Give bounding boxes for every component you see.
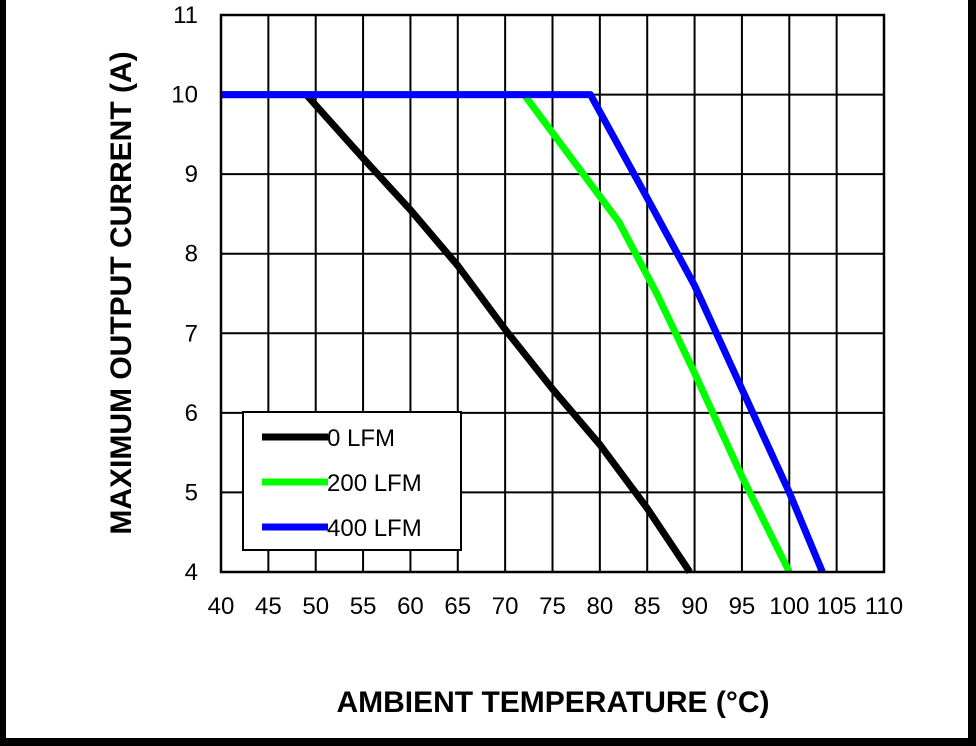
y-axis-title: MAXIMUM OUTPUT CURRENT (A)	[105, 51, 138, 534]
series-line-200-lfm	[221, 91, 793, 574]
x-axis-title: AMBIENT TEMPERATURE (°C)	[336, 686, 769, 719]
x-tick-label: 45	[255, 593, 282, 620]
series-layer	[221, 91, 826, 574]
chart-panel	[6, 0, 968, 738]
y-tick-label: 4	[185, 559, 198, 586]
y-tick-label: 10	[171, 82, 198, 109]
y-tick-label: 5	[185, 479, 198, 506]
x-tick-label: 85	[634, 593, 661, 620]
x-tick-label: 105	[817, 593, 857, 620]
x-tick-labels: 40 45 50 55 60 65 70 75 80 85 90 95 100 105 110	[208, 593, 903, 620]
x-tick-label: 110	[865, 593, 903, 620]
legend-label: 200 LFM	[327, 470, 422, 497]
y-tick-labels: 4 5 6 7 8 9 10 11	[171, 2, 198, 586]
x-tick-label: 95	[729, 593, 756, 620]
x-tick-label: 65	[444, 593, 471, 620]
x-tick-label: 90	[681, 593, 708, 620]
x-tick-label: 80	[587, 593, 614, 620]
x-tick-label: 40	[208, 593, 235, 620]
x-tick-label: 60	[397, 593, 424, 620]
y-tick-label: 9	[185, 161, 198, 188]
x-tick-label: 50	[302, 593, 329, 620]
x-tick-label: 55	[350, 593, 377, 620]
plot-border	[219, 13, 886, 574]
y-tick-label: 7	[185, 320, 198, 347]
x-tick-label: 70	[492, 593, 519, 620]
x-tick-label: 100	[769, 593, 809, 620]
y-tick-label: 6	[185, 400, 198, 427]
series-line-400-lfm	[221, 91, 826, 574]
legend: 0 LFM 200 LFM 400 LFM	[242, 411, 462, 551]
y-tick-label: 8	[185, 241, 198, 268]
legend-label: 400 LFM	[327, 515, 422, 542]
y-tick-label: 11	[173, 2, 198, 29]
series-line-0-lfm	[221, 91, 693, 574]
x-tick-label: 75	[539, 593, 566, 620]
legend-label: 0 LFM	[327, 425, 395, 452]
